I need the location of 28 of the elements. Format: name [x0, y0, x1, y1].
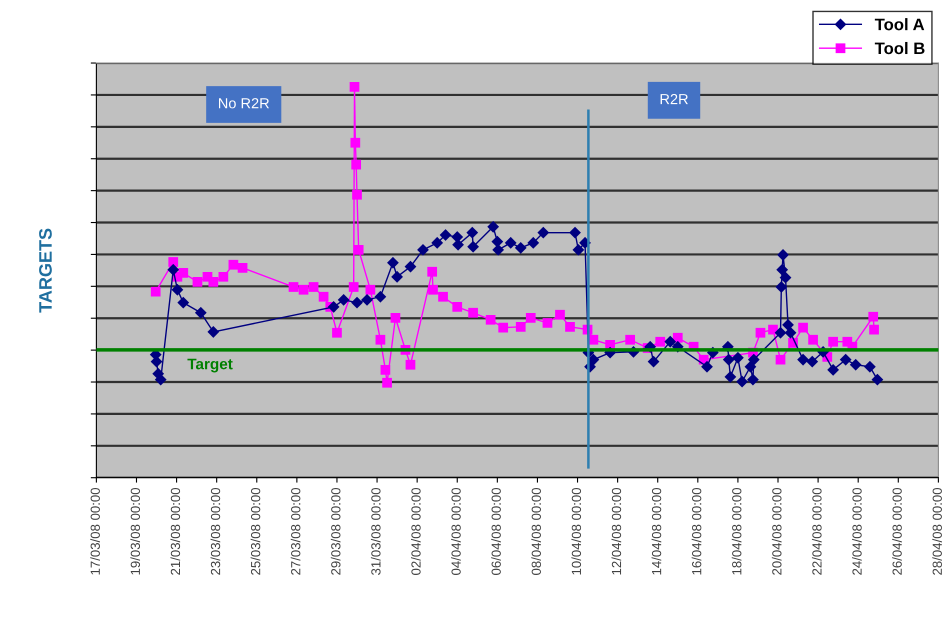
x-tick-label: 20/04/08 00:00	[772, 488, 782, 575]
x-tick-label: 22/04/08 00:00	[812, 488, 822, 575]
x-tick-label: 31/03/08 00:00	[370, 488, 381, 575]
x-tick-label: 17/03/08 00:00	[90, 488, 100, 574]
legend-label: Tool B	[874, 42, 925, 54]
x-tick-label: 12/04/08 00:00	[611, 488, 622, 574]
x-tick-label: 16/04/08 00:00	[692, 488, 702, 574]
x-tick-label: 06/04/08 00:00	[491, 488, 501, 575]
annotation: No R2R	[219, 98, 269, 108]
x-tick-label: 18/04/08 00:00	[732, 488, 742, 574]
x-tick-label: 24/04/08 00:00	[852, 488, 862, 575]
x-tick-label: 02/04/08 00:00	[411, 488, 421, 575]
x-tick-label: 27/03/08 00:00	[290, 488, 300, 575]
x-tick-label: 08/04/08 00:00	[531, 488, 541, 575]
x-tick-label: 26/04/08 00:00	[892, 488, 902, 575]
x-tick-label: 25/03/08 00:00	[250, 488, 260, 575]
legend-label: Tool A	[874, 18, 924, 30]
x-tick-label: 28/04/08 00:00	[932, 488, 942, 575]
x-tick-label: 04/04/08 00:00	[451, 488, 461, 575]
ref-line-label: Target	[187, 358, 233, 372]
y-axis-title: TARGETS	[39, 228, 52, 313]
x-tick-label: 21/03/08 00:00	[170, 488, 180, 575]
x-tick-label: 19/03/08 00:00	[130, 488, 140, 574]
x-tick-label: 23/03/08 00:00	[210, 488, 220, 575]
x-tick-label: 14/04/08 00:00	[652, 488, 662, 574]
x-tick-label: 10/04/08 00:00	[571, 488, 582, 574]
x-tick-label: 29/03/08 00:00	[330, 488, 340, 575]
annotation: R2R	[660, 94, 688, 104]
